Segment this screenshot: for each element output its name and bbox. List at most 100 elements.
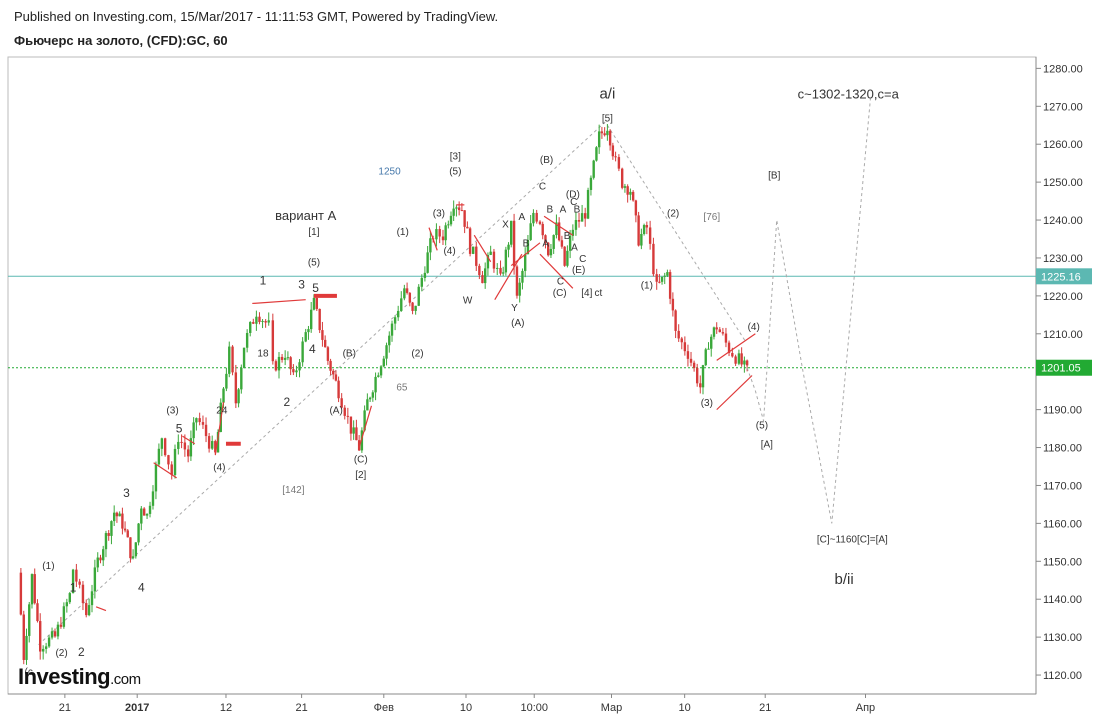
wave-label: 18 <box>257 349 269 360</box>
wave-label: (c <box>25 667 33 678</box>
candle-body <box>492 251 496 269</box>
candle-body <box>323 339 327 348</box>
wave-label: 65 <box>396 383 408 394</box>
candle-body <box>541 223 544 236</box>
candle-body <box>420 277 424 287</box>
candle-body <box>563 246 566 266</box>
candle-body <box>264 320 267 323</box>
candle-body <box>677 330 680 339</box>
wave-label: (C) <box>553 288 567 299</box>
y-tick-label: 1130.00 <box>1043 632 1082 644</box>
candle-body <box>429 238 432 253</box>
candle-body <box>507 244 510 250</box>
wave-label: 3 <box>123 486 130 500</box>
candle-body <box>50 631 54 638</box>
wave-label: (B) <box>540 155 553 166</box>
trendline <box>606 124 746 342</box>
y-tick-label: 1190.00 <box>1043 405 1082 417</box>
candle-body <box>377 375 380 377</box>
candle-body <box>411 302 414 311</box>
x-tick-label: 10 <box>460 702 472 714</box>
candle-body <box>471 246 475 254</box>
candle-body <box>634 200 638 216</box>
candle-body <box>683 342 687 352</box>
candle-body <box>126 530 129 538</box>
candle-body <box>363 410 366 431</box>
candle-body <box>727 342 731 353</box>
wave-label: A <box>542 239 549 250</box>
candle-body <box>173 448 177 476</box>
candle-body <box>499 267 502 274</box>
candle-body <box>396 310 400 318</box>
candle-body <box>104 533 108 550</box>
wave-label: (3) <box>166 405 178 416</box>
candle-body <box>207 436 211 449</box>
candle-body <box>452 208 455 216</box>
candle-body <box>435 229 438 240</box>
candle-body <box>366 399 369 411</box>
candle-body <box>414 305 417 311</box>
candle-body <box>198 418 201 423</box>
candle-body <box>137 523 140 543</box>
wave-label: (1) <box>397 227 409 238</box>
candle-body <box>529 223 532 240</box>
candle-body <box>648 227 652 244</box>
candle-body <box>642 225 646 235</box>
candle-body <box>712 327 716 337</box>
candle-body <box>663 275 666 277</box>
wave-label: B <box>523 239 530 250</box>
candle-body <box>340 398 343 408</box>
wave-label: (2) <box>55 648 67 659</box>
wave-label: 4 <box>138 581 145 595</box>
wave-label: (5) <box>308 258 320 269</box>
candle-body <box>408 292 412 303</box>
wave-label: A <box>519 212 526 223</box>
candle-body <box>234 372 238 404</box>
candle-body <box>745 360 749 366</box>
candle-body <box>318 308 321 331</box>
candle-body <box>47 637 51 647</box>
candle-body <box>68 593 71 603</box>
candle-body <box>504 249 508 273</box>
candle-body <box>85 603 88 616</box>
wave-label: (C) <box>354 455 368 466</box>
y-tick-label: 1280.00 <box>1043 63 1083 75</box>
candle-body <box>142 508 146 516</box>
y-tick-label: 1240.00 <box>1043 215 1083 227</box>
candle-body <box>483 268 487 284</box>
candle-body <box>526 239 530 255</box>
candle-body <box>242 347 246 368</box>
candle-body <box>423 272 427 278</box>
candle-body <box>620 168 624 188</box>
wave-channel-line <box>182 435 196 445</box>
candle-body <box>658 281 661 283</box>
candle-body <box>154 464 158 492</box>
candle-body <box>544 235 547 243</box>
candle-body <box>192 422 195 439</box>
wave-label: Y <box>511 303 518 314</box>
wave-channel-line <box>543 215 574 236</box>
candle-body <box>523 254 527 271</box>
candle-body <box>731 352 734 357</box>
wave-channel-line <box>494 253 523 300</box>
candle-body <box>674 310 677 331</box>
candle-body <box>455 207 458 209</box>
wave-label: 1 <box>70 581 77 595</box>
wave-channel-line <box>153 462 177 479</box>
candle-body <box>535 212 538 222</box>
candle-body <box>566 250 569 266</box>
candle-body <box>312 297 316 310</box>
wave-label: A <box>571 242 578 253</box>
candle-body <box>289 357 292 370</box>
x-tick-label: Мар <box>601 702 623 714</box>
candle-body <box>357 440 361 451</box>
candle-body <box>30 574 34 605</box>
investing-logo: Investing.com <box>18 664 141 689</box>
wave-label: C <box>539 182 546 193</box>
candle-body <box>737 353 741 364</box>
wave-label: (3) <box>701 398 713 409</box>
candle-body <box>666 272 669 276</box>
candle-body <box>538 221 542 224</box>
candle-body <box>189 438 193 457</box>
